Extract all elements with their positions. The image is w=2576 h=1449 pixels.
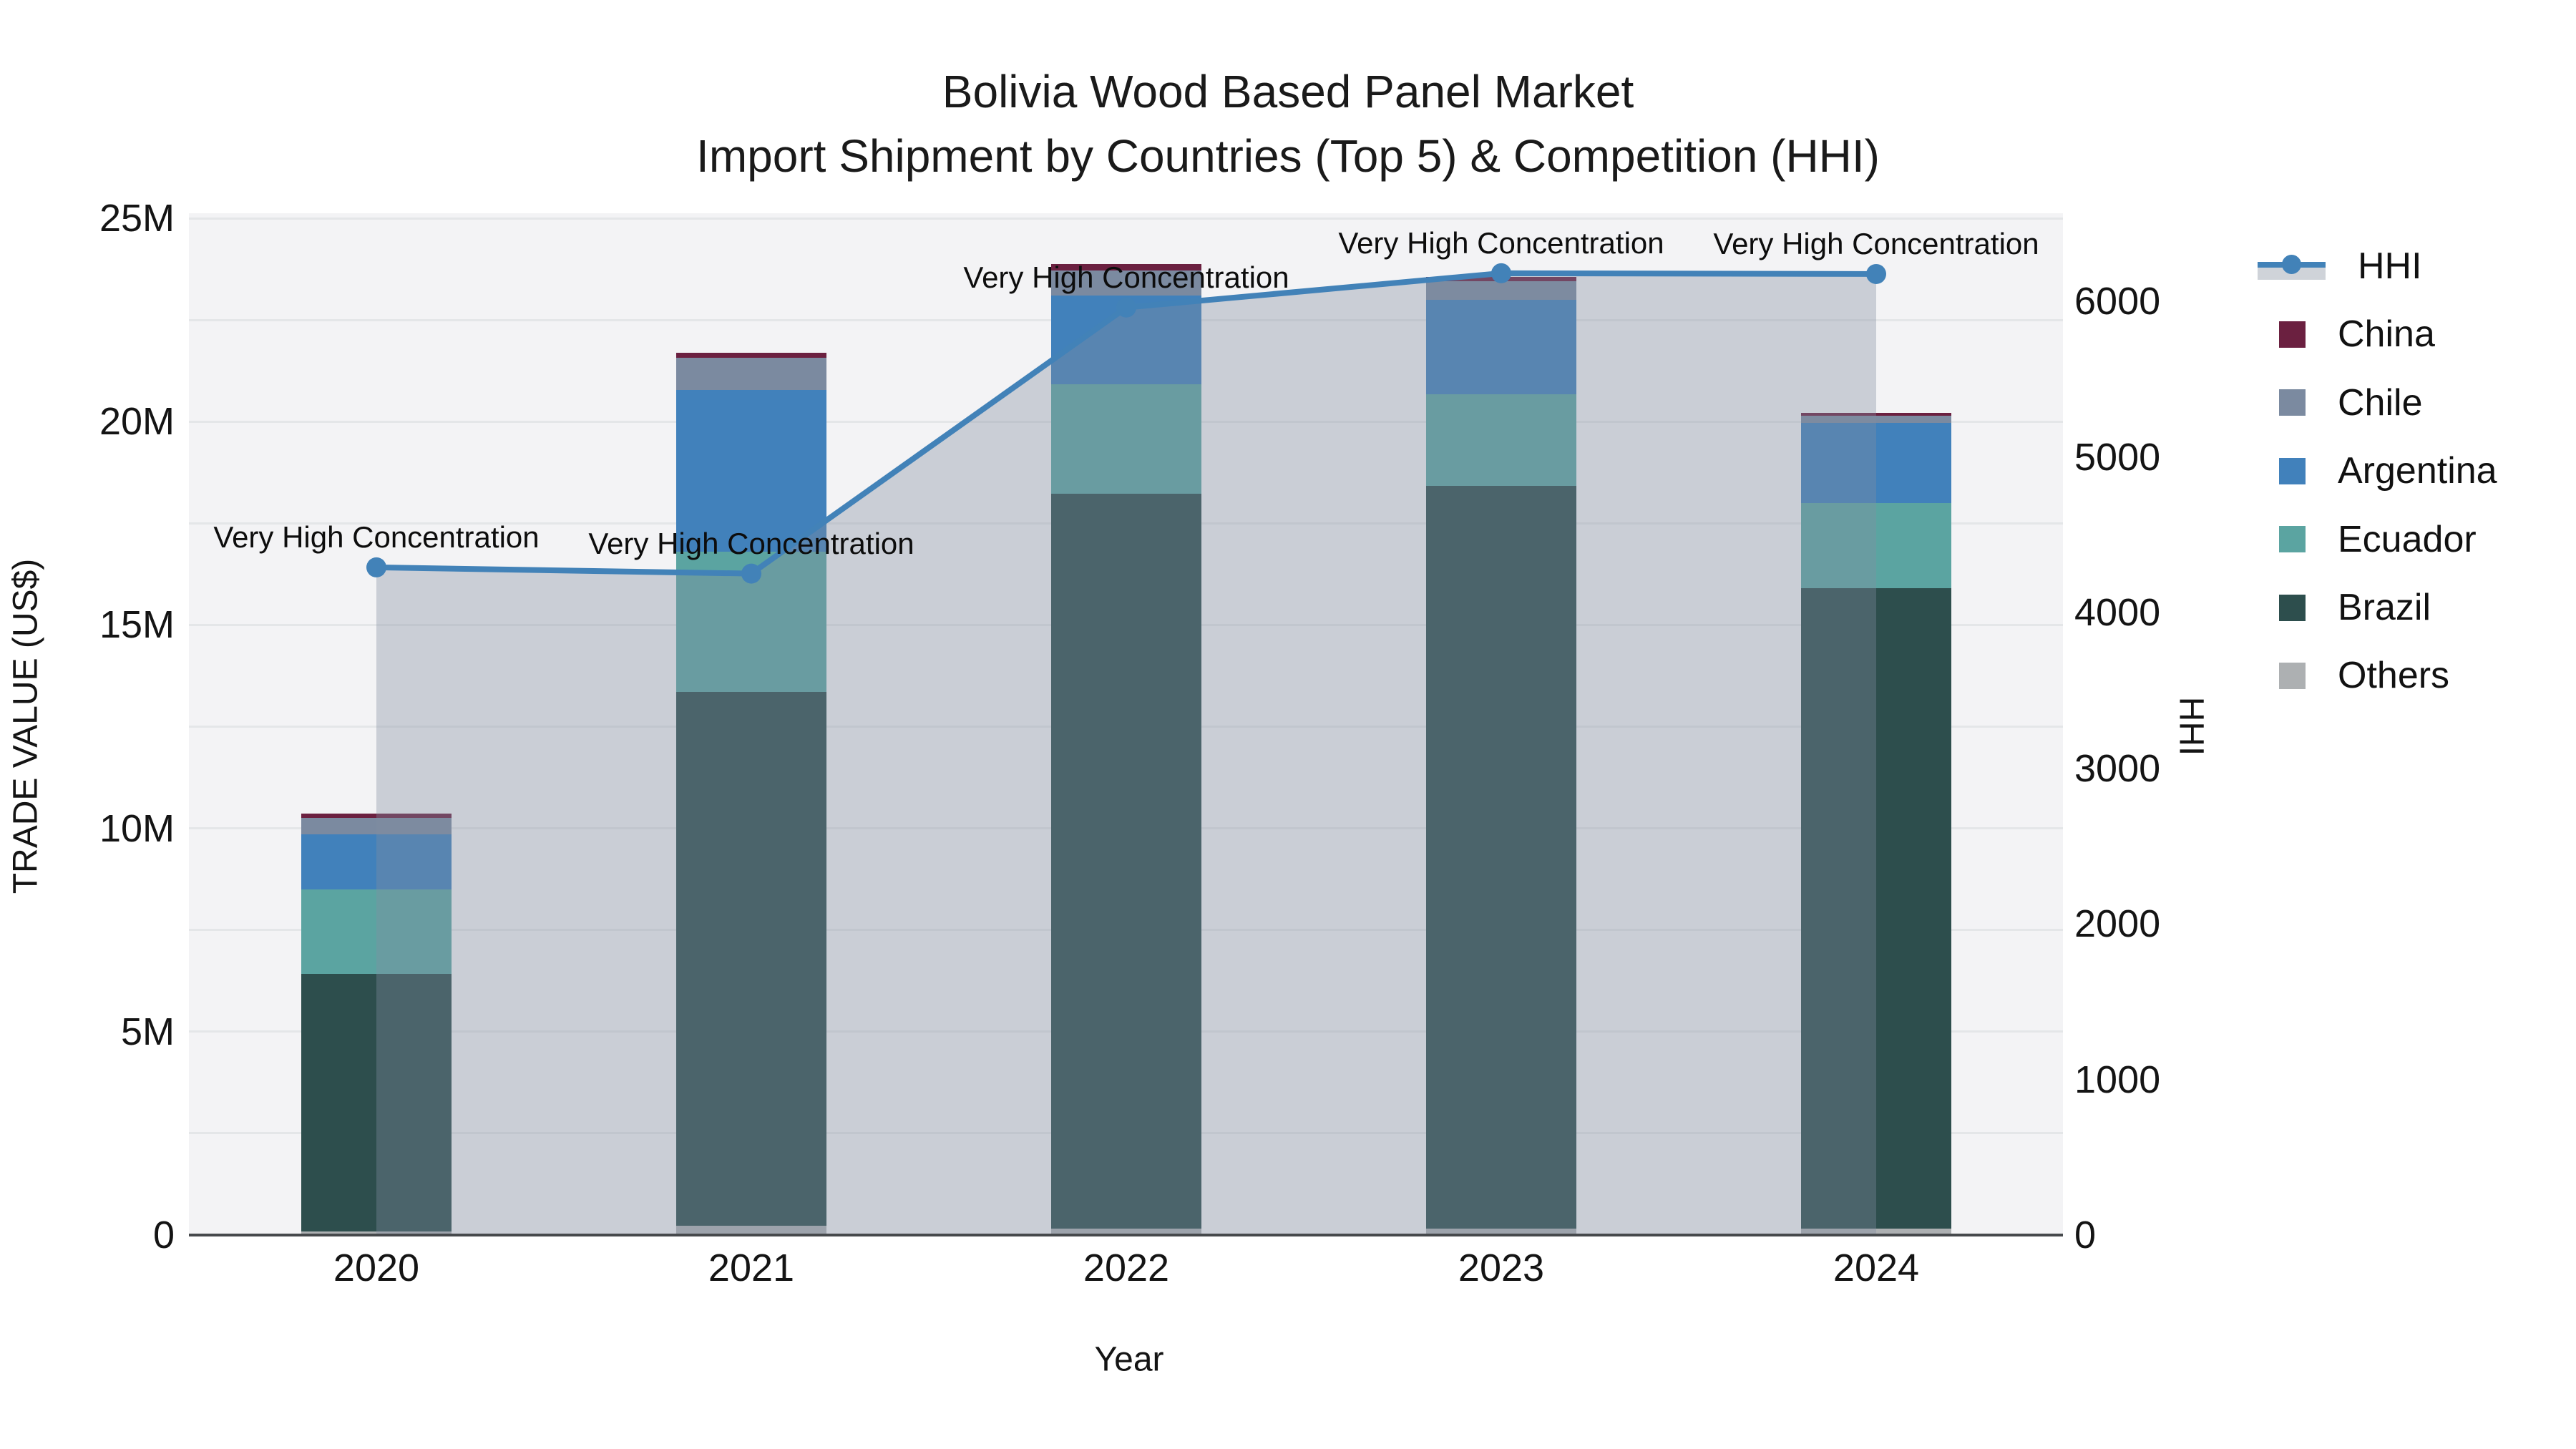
bar-2024-ecuador [1801,503,1951,589]
plot-area: Very High Concentration Very High Concent… [189,213,2063,1236]
y-left-tick-10M: 10M [99,806,175,850]
x-tick-2022: 2022 [1083,1246,1170,1289]
legend-item-others[interactable]: Others [2258,641,2449,710]
annotations: Very High Concentration Very High Concent… [189,213,2063,1235]
legend-item-chile[interactable]: Chile [2258,369,2423,437]
legend-label: Brazil [2338,587,2431,628]
bar-2020-argentina [301,834,452,890]
legend-item-ecuador[interactable]: Ecuador [2258,505,2477,574]
bar-2021-argentina [676,389,826,552]
bar-2024-brazil [1801,588,1951,1229]
bar-2020-ecuador [301,889,452,974]
hhi-marker-2024 [1866,263,1886,284]
y-right-tick-5000: 5000 [2074,435,2161,479]
y-left-tick-25M: 25M [99,197,175,240]
bar-2020-others [301,1231,452,1235]
y-left-tick-15M: 15M [99,603,175,647]
hhi-marker-2023 [1491,263,1511,283]
legend-item-china[interactable]: China [2258,300,2435,369]
y-right-tick-1000: 1000 [2074,1058,2161,1101]
chart-title-line1: Bolivia Wood Based Panel Market [942,66,1634,117]
annotation-2024: Very High Concentration [1713,226,2039,260]
y-right-tick-0: 0 [2074,1214,2097,1257]
hhi-area-fill [376,273,1876,1235]
bar-2023-brazil [1426,486,1576,1229]
legend-item-hhi[interactable]: HHI [2258,232,2422,301]
x-tick-2020: 2020 [333,1246,420,1289]
x-tick-2024: 2024 [1833,1246,1920,1289]
bar-2022-chile [1051,270,1201,296]
hhi-marker-2021 [741,563,761,584]
legend-label: Others [2338,655,2450,697]
hhi-legend-dot [2282,254,2301,274]
hhi-marker-2020 [366,557,386,577]
y-right-tick-6000: 6000 [2074,280,2161,323]
bar-2022-others [1051,1229,1201,1235]
legend-swatch-china [2279,321,2306,348]
bar-2023-others [1426,1229,1576,1235]
chart-title-line2: Import Shipment by Countries (Top 5) & C… [696,130,1880,182]
bar-2023-ecuador [1426,394,1576,486]
annotation-2020: Very High Concentration [213,519,540,554]
bar-2023-chile [1426,280,1576,301]
x-axis-line [189,1234,2063,1236]
hhi-line-icon [2258,253,2326,280]
x-tick-2021: 2021 [708,1246,795,1289]
legend-label: Ecuador [2338,518,2477,560]
legend-swatch-others [2279,662,2306,689]
bar-2024-others [1801,1228,1951,1235]
bar-2021-brazil [676,692,826,1226]
bar-2021-chile [676,357,826,390]
legend-swatch-ecuador [2279,526,2306,553]
y-right-tick-3000: 3000 [2074,746,2161,790]
legend-label: HHI [2358,245,2422,287]
x-tick-2023: 2023 [1458,1246,1545,1289]
x-axis-title: Year [1094,1340,1164,1379]
legend-swatch-argentina [2279,457,2306,484]
gridline [189,217,2063,220]
y-left-tick-5M: 5M [120,1010,175,1053]
hhi-marker-2022 [1116,297,1136,318]
bar-2021-others [676,1226,826,1235]
hhi-line-area-overlay [366,263,1886,1235]
legend-swatch-brazil [2279,594,2306,621]
bar-2024-chile [1801,416,1951,424]
y-left-tick-0: 0 [152,1214,175,1257]
bar-2024-argentina [1801,423,1951,504]
bar-2022-ecuador [1051,384,1201,494]
bar-2024-china [1801,413,1951,416]
bar-2022-brazil [1051,493,1201,1229]
bar-2020-brazil [301,973,452,1232]
y-left-tick-20M: 20M [99,400,175,444]
bar-2020-china [301,813,452,818]
y-axis-title-right: HHI [2172,696,2210,756]
annotation-2023: Very High Concentration [1338,225,1664,260]
annotation-2021: Very High Concentration [588,526,914,560]
bar-2021-china [676,353,826,358]
legend-item-argentina[interactable]: Argentina [2258,436,2497,505]
legend-item-brazil[interactable]: Brazil [2258,573,2431,642]
legend-label: Chile [2338,381,2423,424]
y-right-tick-2000: 2000 [2074,902,2161,945]
bar-2023-argentina [1426,300,1576,395]
legend-swatch-chile [2279,389,2306,416]
legend-label: Argentina [2338,450,2497,492]
annotation-2022: Very High Concentration [963,260,1289,294]
legend-label: China [2338,313,2435,356]
y-right-tick-4000: 4000 [2074,591,2161,634]
bar-2020-chile [301,817,452,834]
stacked-bars [189,213,2063,1235]
bar-2022-china [1051,264,1201,271]
